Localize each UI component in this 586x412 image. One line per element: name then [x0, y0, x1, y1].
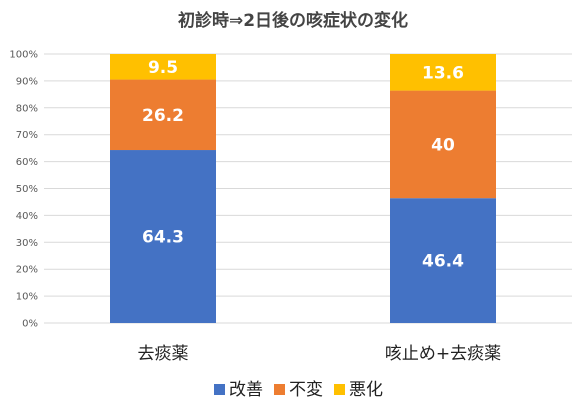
bar-segment — [110, 54, 216, 80]
y-tick-label: 60% — [16, 157, 38, 168]
y-tick-label: 100% — [9, 50, 38, 61]
bar-segment — [390, 198, 496, 323]
y-tick-label: 50% — [16, 184, 38, 195]
data-label: 13.6 — [422, 63, 464, 83]
data-label: 40 — [431, 135, 455, 155]
bar-segment — [390, 90, 496, 199]
data-labels: 64.3 26.2 9.5 46.4 40 13.6 — [142, 58, 464, 272]
bar-segment — [110, 79, 216, 151]
x-category-label: 咳止め+去痰薬 — [385, 344, 501, 364]
legend-swatch — [334, 384, 345, 395]
x-axis-categories: 去痰薬 咳止め+去痰薬 — [138, 344, 502, 364]
data-label: 46.4 — [422, 252, 464, 272]
legend: 改善 不変 悪化 — [214, 380, 383, 400]
y-tick-label: 20% — [16, 265, 38, 276]
y-tick-label: 70% — [16, 130, 38, 141]
y-tick-label: 10% — [16, 292, 38, 303]
y-tick-label: 30% — [16, 238, 38, 249]
y-tick-label: 90% — [16, 76, 38, 87]
y-tick-label: 40% — [16, 211, 38, 222]
bar-segment — [390, 54, 496, 91]
data-label: 26.2 — [142, 106, 184, 126]
chart-title: 初診時⇒2日後の咳症状の変化 — [178, 10, 408, 31]
legend-label: 不変 — [289, 380, 323, 400]
y-tick-label: 80% — [16, 103, 38, 114]
legend-swatch — [274, 384, 285, 395]
x-category-label: 去痰薬 — [138, 344, 189, 364]
y-axis-ticks: 0% 10% 20% 30% 40% 50% 60% 70% 80% 90% 100% — [9, 50, 38, 330]
legend-swatch — [214, 384, 225, 395]
y-tick-label: 0% — [22, 319, 38, 330]
legend-label: 改善 — [229, 380, 263, 400]
data-label: 9.5 — [148, 58, 178, 78]
bars — [110, 54, 496, 323]
data-label: 64.3 — [142, 228, 184, 248]
legend-label: 悪化 — [349, 380, 383, 400]
bar-segment — [110, 150, 216, 323]
